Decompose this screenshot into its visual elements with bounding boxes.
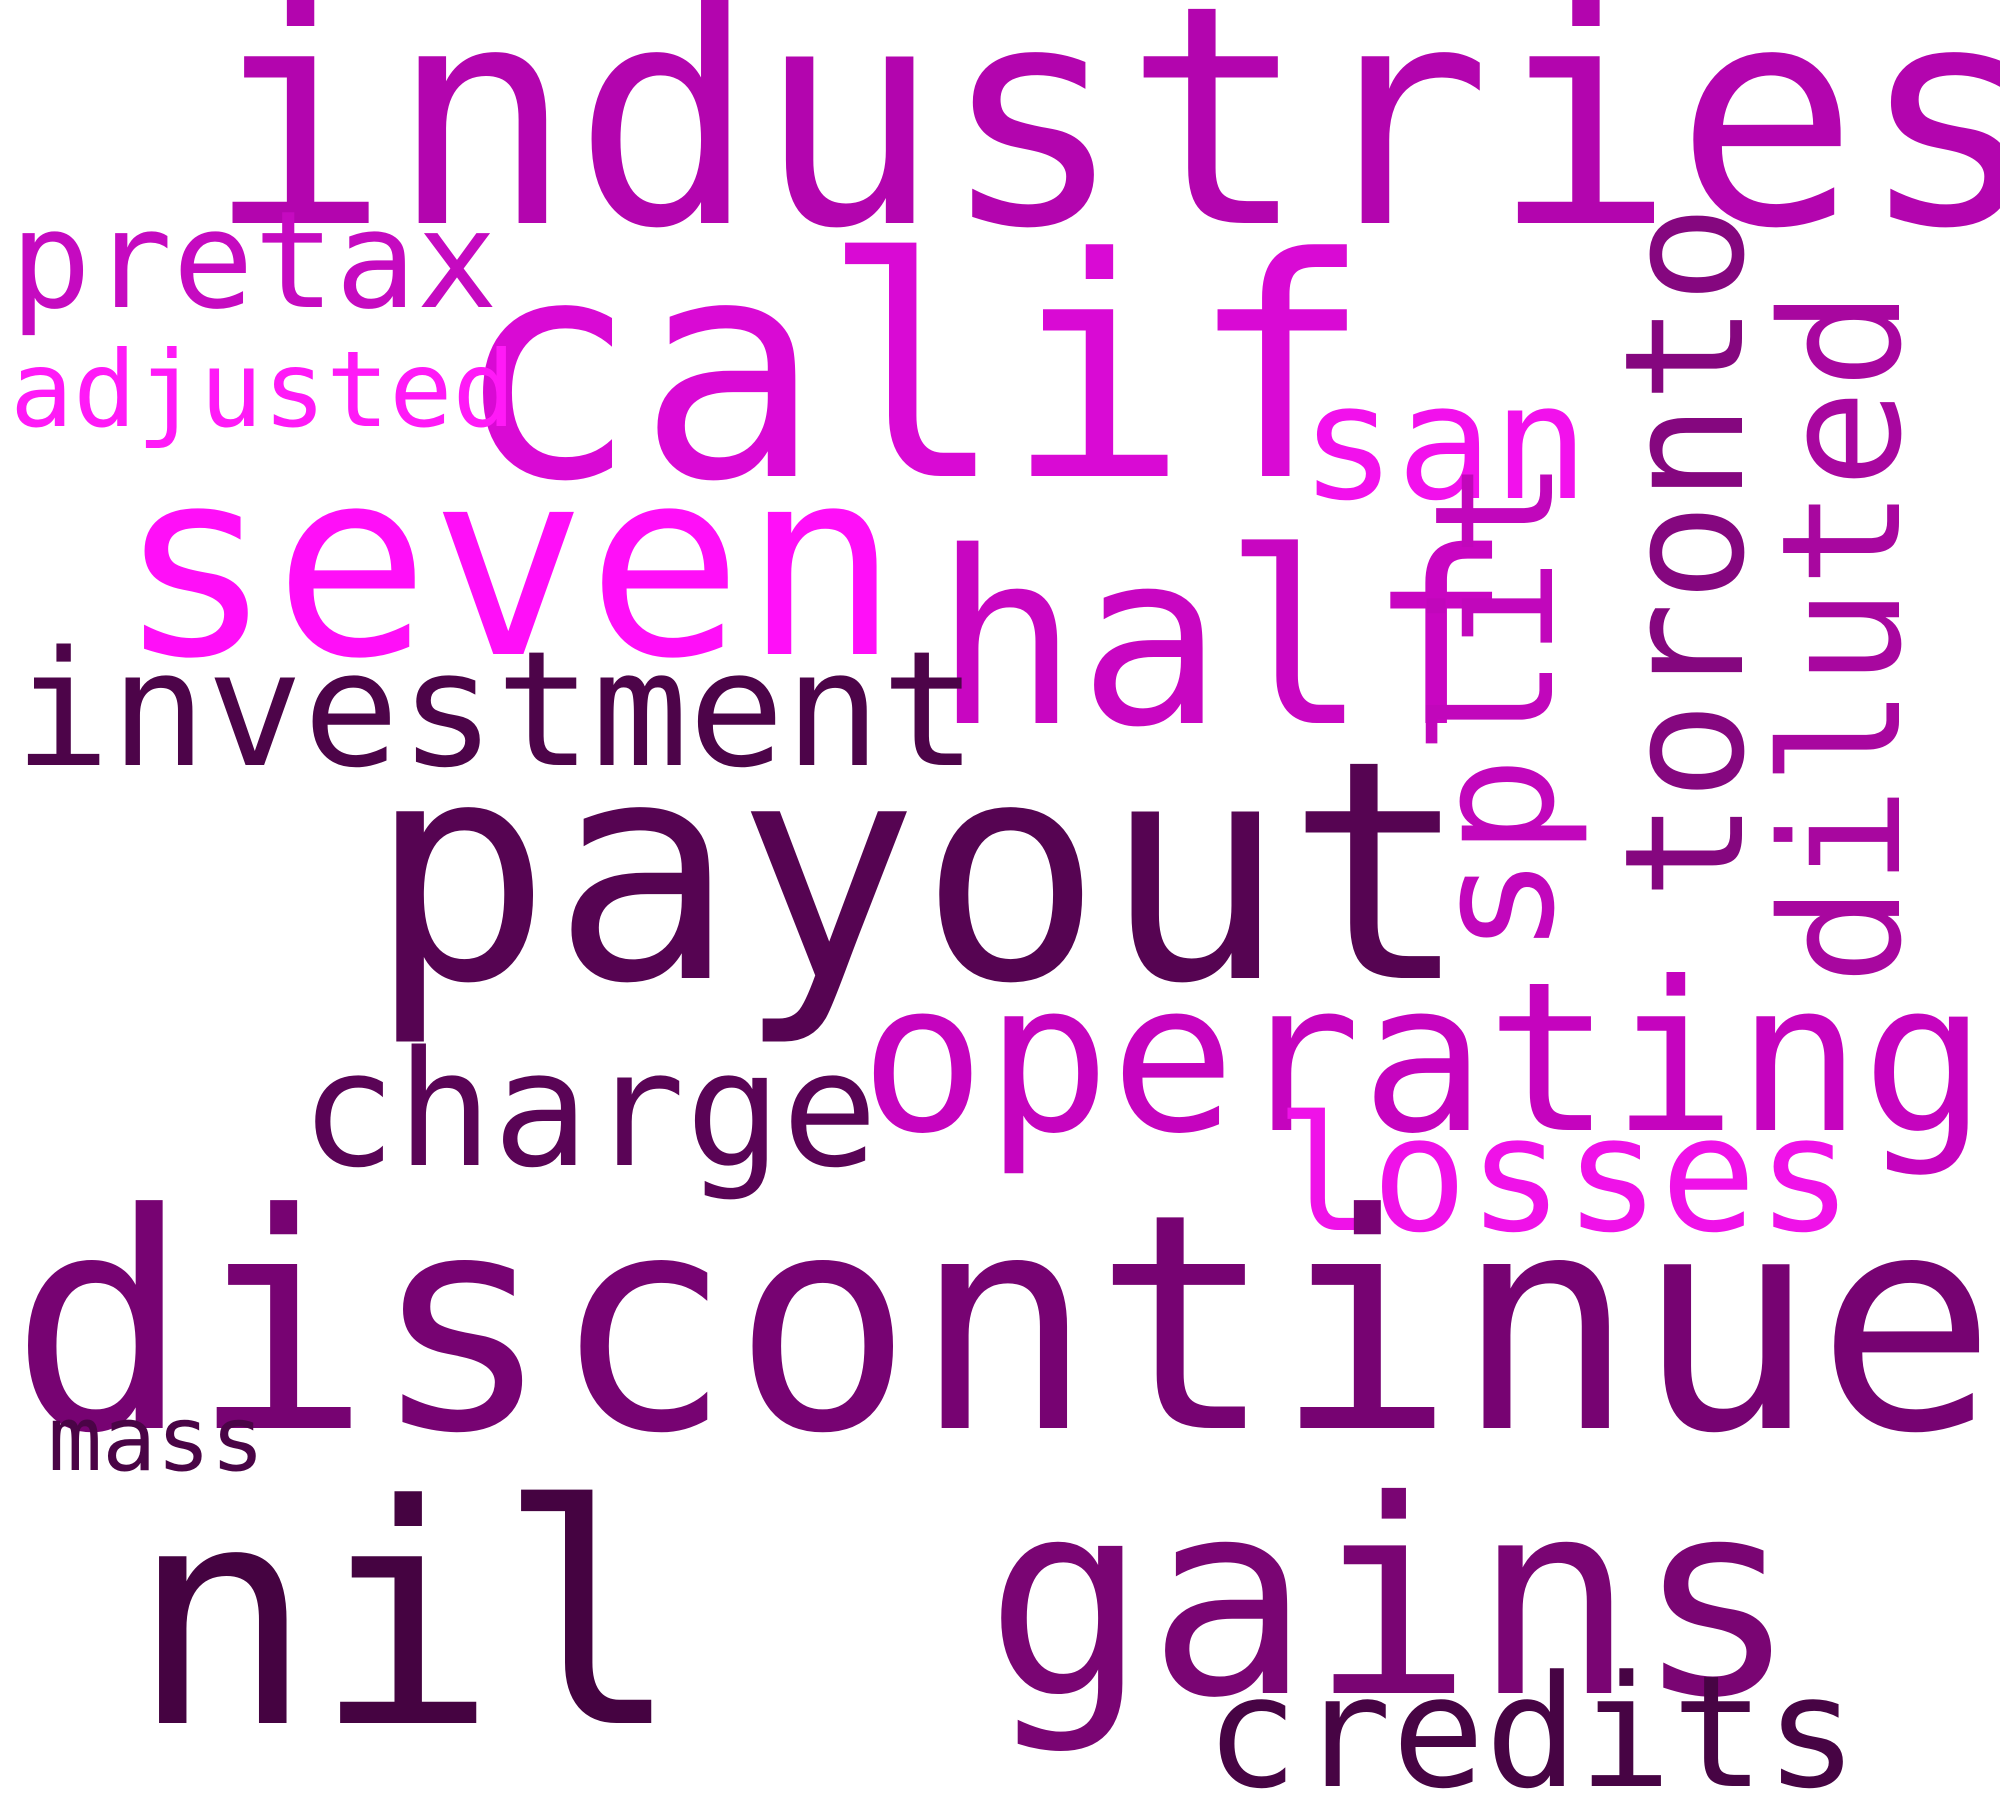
word-toronto: toronto: [1589, 204, 1781, 900]
word-industries: industries: [206, 0, 2000, 295]
word-seven: seven: [117, 414, 900, 716]
word-half: half: [934, 500, 1512, 780]
word-gains: gains: [985, 1442, 1798, 1757]
word-investment: investment: [14, 616, 978, 803]
word-san: san: [1300, 349, 1589, 536]
word-calif: calif: [454, 193, 1373, 548]
word-diluted: diluted: [1746, 289, 1938, 985]
word-operating: operating: [860, 938, 1988, 1180]
word-payout: payout: [368, 695, 1470, 1050]
word-credits: credits: [1205, 1642, 1859, 1800]
word-charge: charge: [300, 1016, 878, 1203]
word-adjusted: adjusted: [10, 329, 516, 451]
word-discontinued: discontinued: [10, 1150, 2000, 1499]
word-mass: mass: [48, 1387, 265, 1492]
word-nil: nil: [130, 1440, 681, 1795]
word-pretax: pretax: [10, 182, 498, 339]
word-losses: losses: [1275, 1081, 1853, 1268]
